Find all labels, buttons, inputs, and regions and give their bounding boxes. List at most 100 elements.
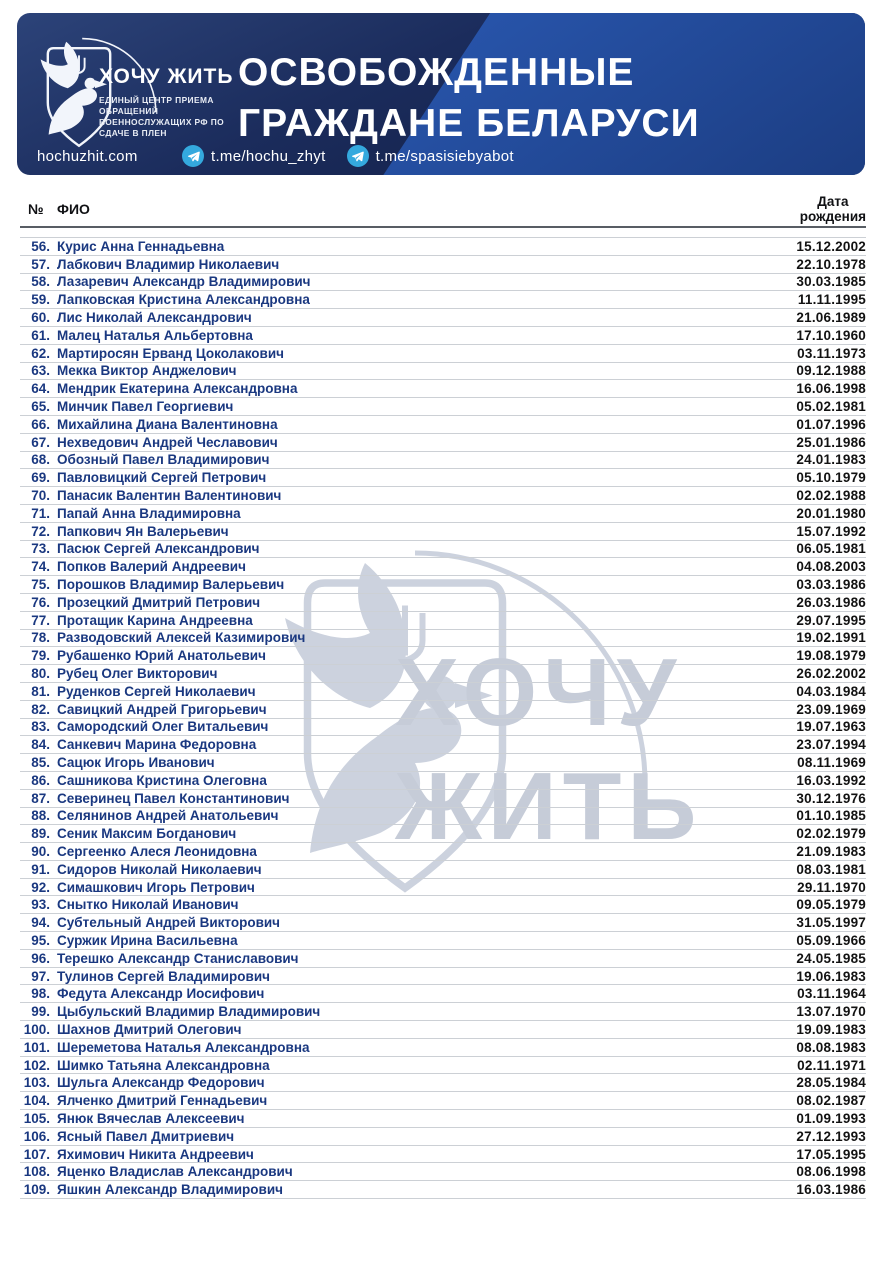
telegram-icon (182, 145, 204, 167)
table-row: 92. Симашкович Игорь Петрович 29.11.1970 (20, 879, 866, 897)
table-row: 95. Суржик Ирина Васильевна 05.09.1966 (20, 932, 866, 950)
row-dob: 02.11.1971 (797, 1057, 866, 1073)
row-dob: 26.02.2002 (796, 666, 866, 682)
row-number: 108. (23, 1164, 50, 1180)
table-header: № ФИО Дата рождения (20, 194, 866, 228)
table-row: 67. Нехведович Андрей Чеславович 25.01.198… (20, 434, 866, 452)
row-name: Сеник Максим Богданович (57, 826, 237, 842)
row-name: Мекка Виктор Анджелович (57, 363, 237, 379)
row-name: Нехведович Андрей Чеславович (57, 434, 278, 450)
table-row: 83. Самородский Олег Витальевич 19.07.1963 (20, 719, 866, 737)
row-dob: 28.05.1984 (796, 1075, 866, 1091)
row-dob: 09.12.1988 (796, 363, 866, 379)
telegram-bot-link[interactable]: t.me/spasisiebyabot (346, 145, 514, 167)
row-name: Савицкий Андрей Григорьевич (57, 701, 267, 717)
row-dob: 21.09.1983 (796, 843, 866, 859)
row-number: 83. (31, 719, 50, 735)
row-dob: 16.03.1986 (796, 1182, 866, 1198)
row-number: 100. (23, 1021, 50, 1037)
row-dob: 01.07.1996 (796, 416, 866, 432)
row-number: 101. (23, 1039, 50, 1055)
row-name: Санкевич Марина Федоровна (57, 737, 257, 753)
table-body: 56. Курис Анна Геннадьевна 15.12.2002 57. Ла… (20, 237, 866, 1200)
row-name: Снытко Николай Иванович (57, 897, 239, 913)
row-name: Сидоров Николай Николаевич (57, 861, 262, 877)
row-dob: 09.05.1979 (796, 897, 866, 913)
row-number: 93. (31, 897, 50, 913)
column-header-dob: Дата рождения (799, 194, 866, 224)
row-dob: 17.10.1960 (796, 327, 866, 343)
row-name: Субтельный Андрей Викторович (57, 915, 281, 931)
row-dob: 11.11.1995 (797, 292, 866, 308)
row-number: 62. (31, 345, 50, 361)
table-row: 84. Санкевич Марина Федоровна 23.07.1994 (20, 736, 866, 755)
row-number: 105. (23, 1110, 50, 1126)
row-name: Лис Николай Александрович (57, 310, 252, 326)
row-number: 102. (23, 1057, 50, 1073)
table-row: 78. Разводовский Алексей Казимирович 19.02… (20, 630, 866, 648)
table-row: 89. Сеник Максим Богданович 02.02.1979 (20, 825, 866, 844)
table-row: 91. Сидоров Николай Николаевич 08.03.1981 (20, 861, 866, 879)
row-dob: 29.07.1995 (796, 612, 866, 628)
row-name: Малец Наталья Альбертовна (57, 327, 253, 343)
row-number: 103. (23, 1075, 50, 1091)
header-links: hochuzhit.com t.me/hochu_zhyt t.me/spasi… (37, 143, 514, 169)
row-number: 90. (31, 843, 50, 859)
table-row: 80. Рубец Олег Викторович 26.02.2002 (20, 665, 866, 683)
header-banner: ХОЧУ ЖИТЬ ЕДИНЫЙ ЦЕНТР ПРИЕМА ОБРАЩЕНИЙ … (17, 13, 865, 175)
table-row: 74. Попков Валерий Андреевич 04.08.2003 (20, 558, 866, 577)
row-name: Попков Валерий Андреевич (57, 559, 246, 575)
table-row: 72. Папкович Ян Валерьевич 15.07.1992 (20, 523, 866, 541)
table-row: 73. Пасюк Сергей Александрович 06.05.1981 (20, 541, 866, 559)
row-dob: 04.08.2003 (796, 559, 866, 575)
row-number: 66. (31, 416, 50, 432)
table-row: 75. Порошков Владимир Валерьевич 03.03.198… (20, 576, 866, 594)
telegram-channel-label: t.me/hochu_zhyt (211, 147, 326, 165)
row-dob: 15.07.1992 (796, 523, 866, 539)
row-name: Лазаревич Александр Владимирович (57, 274, 311, 290)
row-dob: 08.08.1983 (796, 1039, 866, 1055)
row-dob: 08.03.1981 (796, 861, 866, 877)
row-dob: 26.03.1986 (796, 594, 866, 610)
table-row: 61. Малец Наталья Альбертовна 17.10.1960 (20, 327, 866, 345)
row-name: Руденков Сергей Николаевич (57, 683, 256, 699)
table-row: 76. Прозецкий Дмитрий Петрович 26.03.1986 (20, 594, 866, 612)
row-dob: 29.11.1970 (797, 879, 866, 895)
telegram-channel-link[interactable]: t.me/hochu_zhyt (182, 145, 326, 167)
row-name: Павловицкий Сергей Петрович (57, 470, 267, 486)
row-dob: 19.02.1991 (796, 630, 866, 646)
row-dob: 17.05.1995 (796, 1146, 866, 1162)
row-dob: 03.03.1986 (796, 577, 866, 593)
website-link[interactable]: hochuzhit.com (37, 147, 138, 165)
row-number: 61. (31, 327, 50, 343)
table-row: 101. Шереметова Наталья Александровна 08.0… (20, 1039, 866, 1057)
row-name: Северинец Павел Константинович (57, 790, 290, 806)
row-dob: 24.05.1985 (796, 950, 866, 966)
row-number: 109. (23, 1182, 50, 1198)
row-dob: 01.09.1993 (796, 1110, 866, 1126)
table-row: 102. Шимко Татьяна Александровна 02.11.197… (20, 1057, 866, 1075)
row-number: 86. (31, 772, 50, 788)
row-number: 96. (31, 950, 50, 966)
row-number: 95. (31, 932, 50, 948)
row-name: Протащик Карина Андреевна (57, 612, 253, 628)
row-name: Курис Анна Геннадьевна (57, 238, 225, 254)
page-title-line2: ГРАЖДАНЕ БЕЛАРУСИ (238, 102, 700, 145)
row-dob: 30.03.1985 (796, 274, 866, 290)
table-row: 90. Сергеенко Алеся Леонидовна 21.09.1983 (20, 843, 866, 861)
row-dob: 21.06.1989 (796, 310, 866, 326)
column-header-number: № (28, 201, 44, 217)
table-row: 86. Сашникова Кристина Олеговна 16.03.1992 (20, 772, 866, 790)
row-number: 99. (31, 1004, 50, 1020)
page-title-line1: ОСВОБОЖДЕННЫЕ (238, 51, 635, 94)
row-name: Лапковская Кристина Александровна (57, 292, 310, 308)
row-name: Сергеенко Алеся Леонидовна (57, 843, 257, 859)
table-row: 98. Федута Александр Иосифович 03.11.1964 (20, 985, 866, 1004)
row-number: 107. (23, 1146, 50, 1162)
table-row: 100. Шахнов Дмитрий Олегович 19.09.1983 (20, 1021, 866, 1039)
row-dob: 04.03.1984 (796, 683, 866, 699)
released-citizens-table: № ФИО Дата рождения 56. Курис Анна Геннад… (20, 194, 866, 1200)
row-number: 70. (31, 488, 50, 504)
brand-name: ХОЧУ ЖИТЬ (99, 65, 234, 88)
row-number: 79. (31, 648, 50, 664)
